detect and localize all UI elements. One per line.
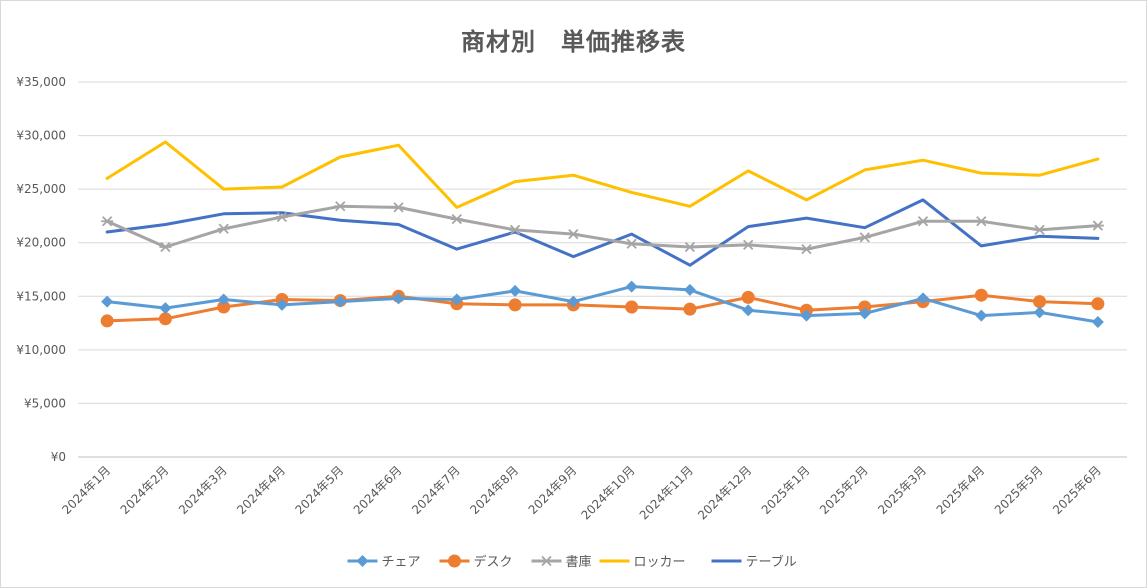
data-point-1 — [275, 298, 288, 311]
data-point-1 — [917, 292, 930, 305]
legend-label: テーブル — [746, 554, 797, 570]
series-line-1 — [105, 285, 1100, 324]
data-point-1 — [625, 280, 638, 293]
x-tick-label: 2024年7月 — [409, 463, 463, 517]
x-tick-label: 2025年1月 — [759, 463, 813, 517]
data-point-1 — [101, 295, 114, 308]
legend-label: 書庫 — [566, 555, 592, 570]
x-tick-label: 2024年2月 — [118, 463, 172, 517]
data-point-1 — [858, 307, 871, 320]
data-point-3 — [858, 232, 871, 243]
data-point-2 — [974, 288, 988, 302]
data-point-1 — [217, 293, 230, 306]
data-point-3 — [742, 239, 755, 250]
y-tick-label: ¥30,000 — [16, 129, 66, 143]
y-tick-label: ¥10,000 — [16, 343, 66, 357]
x-tick-label: 2025年2月 — [817, 463, 871, 517]
y-tick-label: ¥20,000 — [16, 236, 66, 250]
data-point-3 — [450, 214, 463, 225]
series-line-2 — [105, 293, 1100, 323]
y-tick-label: ¥25,000 — [16, 182, 66, 196]
data-point-1 — [1033, 306, 1046, 319]
series-line-3 — [105, 204, 1100, 251]
data-point-2 — [741, 290, 755, 304]
y-tick-label: ¥35,000 — [16, 75, 66, 89]
data-point-3 — [800, 244, 813, 255]
chart-title: 商材別 単価推移表 — [461, 28, 686, 56]
data-point-2 — [158, 312, 172, 326]
data-point-1 — [683, 283, 696, 296]
data-point-3 — [275, 211, 288, 223]
y-tick-label: ¥5,000 — [24, 396, 66, 410]
x-tick-label: 2024年11月 — [637, 463, 696, 522]
data-point-3 — [1033, 224, 1046, 235]
data-point-1 — [509, 284, 522, 297]
legend-marker — [356, 555, 369, 567]
legend-marker — [540, 555, 553, 567]
data-point-1 — [975, 309, 988, 322]
data-point-3 — [625, 238, 638, 249]
data-point-3 — [101, 216, 114, 227]
data-point-2 — [683, 302, 697, 316]
x-tick-label: 2025年3月 — [875, 463, 929, 517]
data-point-3 — [975, 216, 988, 227]
data-point-2 — [1091, 297, 1105, 311]
data-point-3 — [567, 229, 580, 240]
data-point-3 — [392, 202, 405, 213]
data-point-3 — [159, 241, 172, 253]
x-tick-label: 2024年5月 — [292, 463, 346, 517]
x-tick-label: 2024年1月 — [59, 463, 113, 517]
x-tick-label: 2024年4月 — [234, 463, 288, 517]
x-tick-label: 2025年6月 — [1050, 463, 1104, 517]
data-point-1 — [392, 292, 405, 305]
data-point-2 — [508, 298, 522, 312]
series-line-4 — [105, 140, 1100, 209]
data-point-1 — [742, 304, 755, 317]
y-tick-label: ¥15,000 — [16, 289, 66, 303]
legend-label: チェア — [382, 555, 421, 570]
data-point-2 — [100, 314, 114, 328]
data-point-1 — [567, 295, 580, 308]
x-tick-label: 2025年5月 — [992, 463, 1046, 517]
data-point-3 — [1091, 220, 1104, 231]
data-point-2 — [1033, 295, 1047, 309]
legend-marker — [448, 554, 461, 568]
data-point-3 — [217, 223, 230, 234]
data-point-2 — [217, 300, 231, 314]
x-tick-label: 2024年3月 — [176, 463, 230, 517]
series-line-5 — [105, 198, 1100, 267]
x-tick-label: 2024年10月 — [578, 463, 637, 522]
y-tick-label: ¥0 — [51, 450, 66, 464]
data-point-1 — [450, 293, 463, 306]
data-point-1 — [1091, 316, 1104, 328]
data-point-1 — [800, 309, 813, 322]
data-point-3 — [683, 241, 696, 253]
x-tick-label: 2024年6月 — [351, 463, 405, 517]
data-point-2 — [858, 300, 872, 314]
data-point-2 — [625, 300, 639, 314]
legend-label: デスク — [474, 554, 513, 570]
x-tick-label: 2025年4月 — [934, 463, 988, 517]
data-point-1 — [159, 302, 172, 315]
x-tick-label: 2024年9月 — [526, 463, 580, 517]
legend-label: ロッカー — [634, 555, 686, 570]
data-point-3 — [917, 216, 930, 227]
data-point-3 — [334, 201, 347, 212]
x-tick-label: 2024年8月 — [467, 463, 521, 517]
data-point-3 — [509, 224, 522, 235]
x-tick-label: 2024年12月 — [695, 463, 754, 522]
data-point-1 — [334, 295, 347, 308]
